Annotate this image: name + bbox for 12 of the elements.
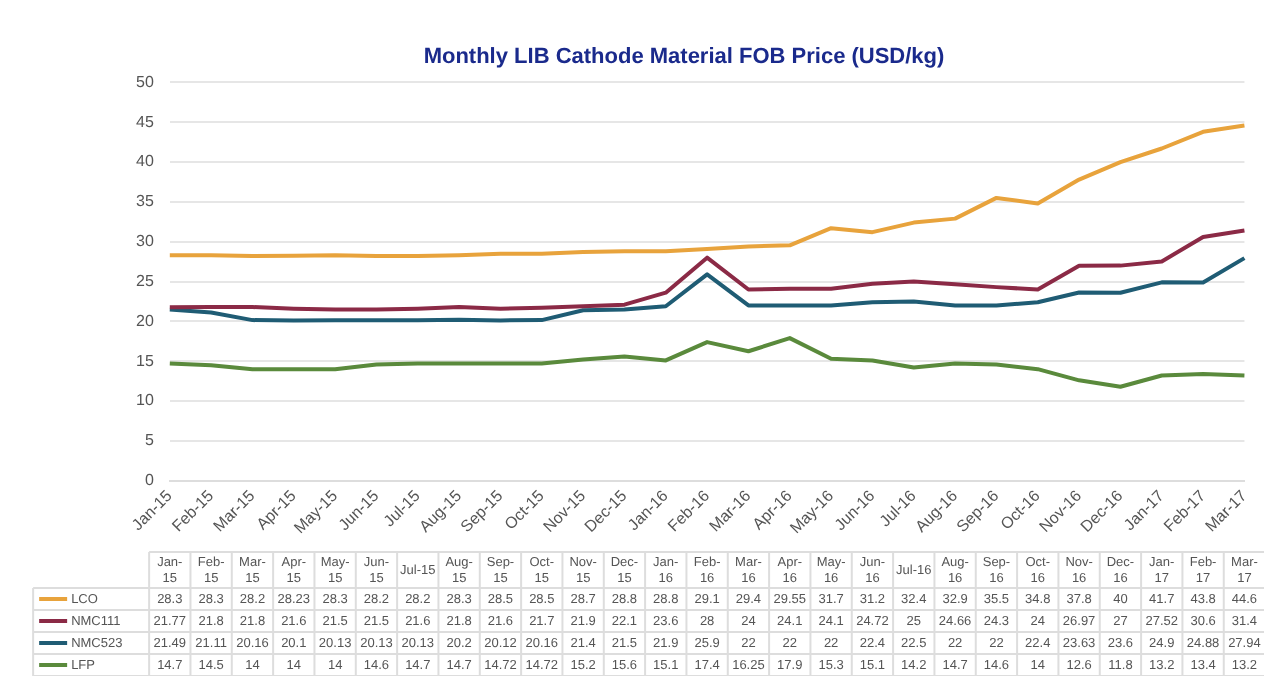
y-tick-label: 25	[135, 271, 155, 290]
chart-title: Monthly LIB Cathode Material FOB Price (USD/kg)	[423, 45, 946, 70]
y-tick-label: 45	[135, 112, 155, 131]
y-tick-label: 30	[135, 232, 155, 251]
y-tick-label: 50	[135, 72, 155, 91]
y-tick-label: 40	[135, 152, 155, 171]
y-tick-label: 0	[144, 471, 155, 490]
y-tick-label: 5	[144, 431, 155, 450]
y-tick-label: 35	[135, 192, 155, 211]
y-tick-label: 10	[135, 391, 155, 410]
y-tick-label: 20	[135, 311, 155, 330]
y-tick-label: 15	[135, 351, 155, 370]
